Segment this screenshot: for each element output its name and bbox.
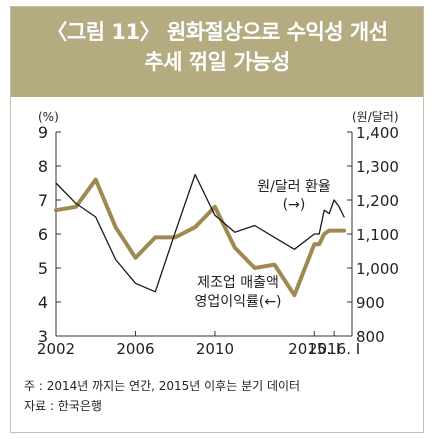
series-line-operating-margin xyxy=(54,177,347,298)
left-tick-label: 6 xyxy=(38,225,48,244)
source-note: 자료 : 한국은행 xyxy=(24,399,102,413)
chart-title-line-2: 추세 꺾일 가능성 xyxy=(144,50,290,74)
x-tick-label: 2002 xyxy=(37,340,75,358)
x-tick-label: 2015. Ⅰ xyxy=(288,340,340,358)
chart-title-line-1: 〈그림 11〉 원화절상으로 수익성 개선 xyxy=(46,20,388,44)
left-axis-unit: (%) xyxy=(38,110,59,124)
left-tick-label: 8 xyxy=(38,157,48,176)
right-axis-unit: (원/달러) xyxy=(352,110,399,124)
left-tick-label: 7 xyxy=(38,191,48,210)
series-line-exchange-rate xyxy=(55,173,345,293)
right-tick-label: 800 xyxy=(356,328,385,346)
title-banner: 〈그림 11〉 원화절상으로 수익성 개선 추세 꺾일 가능성 xyxy=(11,7,423,97)
right-tick-label: 1,000 xyxy=(356,260,399,278)
right-tick-label: 1,100 xyxy=(356,226,399,244)
right-tick-label: 1,200 xyxy=(356,192,399,210)
exchange-rate-label: 원/달러 환율 xyxy=(257,179,331,195)
exchange-rate-label-arrow: (→) xyxy=(283,197,306,213)
footnote: 주 : 2014년 까지는 연간, 2015년 이후는 분기 데이터 xyxy=(24,379,301,393)
left-tick-label: 3 xyxy=(38,327,48,346)
right-tick-label: 1,300 xyxy=(356,158,399,176)
left-tick-label: 5 xyxy=(38,259,48,278)
x-tick-label: 2006 xyxy=(116,340,154,358)
operating-margin-label: 제조업 매출액 xyxy=(197,275,279,291)
right-tick-label: 900 xyxy=(356,294,385,312)
left-tick-label: 4 xyxy=(38,293,48,312)
x-tick-label: 2016. Ⅰ xyxy=(308,340,360,358)
right-tick-label: 1,400 xyxy=(356,124,399,142)
operating-margin-label-arrow: 영업이익률(←) xyxy=(194,294,281,310)
left-tick-label: 9 xyxy=(38,123,48,142)
chart-card: 〈그림 11〉 원화절상으로 수익성 개선 추세 꺾일 가능성 xyxy=(10,6,424,433)
x-tick-label: 2010 xyxy=(196,340,234,358)
